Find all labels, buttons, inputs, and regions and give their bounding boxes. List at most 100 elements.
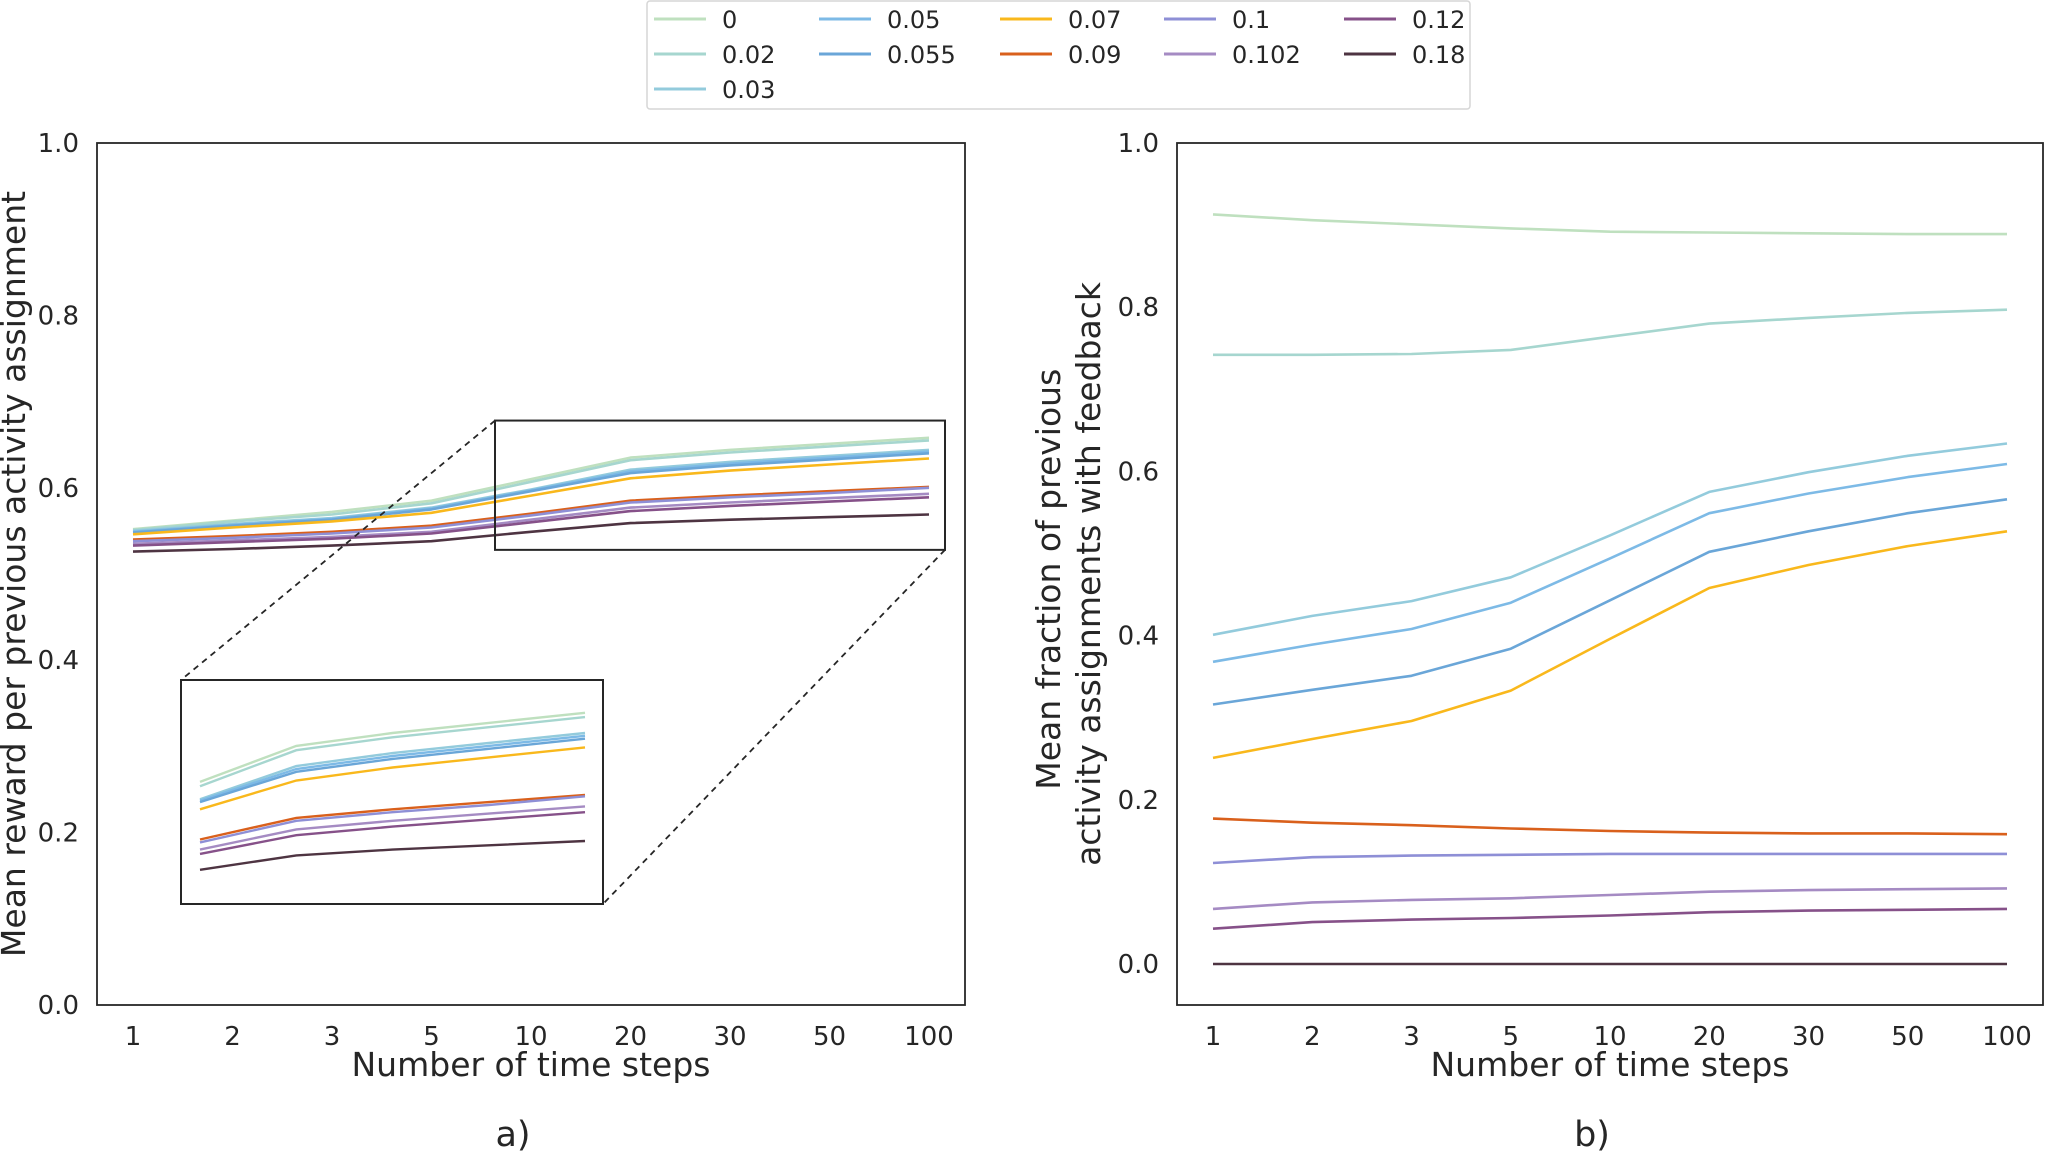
legend-label: 0.055 [887,41,956,69]
legend-frame [646,0,1471,110]
panel-b-y-axis-label: Mean fraction of previous activity assig… [1029,281,1108,866]
y-tick-label: 0.2 [38,819,79,849]
legend-entry: 0.02 [654,41,775,69]
panel-b-label: b) [1574,1115,1610,1155]
legend-entry: 0.18 [1344,41,1465,69]
legend-entry: 0.1 [1164,6,1270,34]
series-line-0-09 [132,485,930,541]
panel-a-label: a) [495,1115,530,1155]
series-line-0-055 [132,452,930,534]
legend-entry: 0.102 [1164,41,1301,69]
x-tick-label: 30 [713,1022,746,1052]
x-tick-label: 100 [904,1022,954,1052]
legend-entry: 0.09 [1000,41,1121,69]
y-tick-label: 1.0 [38,129,79,159]
series-line-0-09 [1212,817,2008,836]
legend-entry: 0.07 [1000,6,1121,34]
panel-a-y-tick-labels: 0.0 0.2 0.4 0.6 0.8 1.0 [38,129,79,1021]
panel-a-zoom-region [494,419,946,551]
series-line-0 [132,436,930,531]
legend-entry: 0 [654,6,737,34]
inset-series-line-0-09 [199,793,586,841]
x-tick-label: 20 [614,1022,647,1052]
inset-series-line-0 [199,711,586,784]
panel-b-axes-frame [1176,142,2044,1006]
legend-entry: 0.055 [819,41,956,69]
legend-label: 0.02 [722,41,775,69]
inset-series-line-0-07 [199,746,586,811]
series-line-0-1 [132,486,930,543]
series-line-0-03 [1212,442,2008,637]
panel-a-inset-lines [199,711,586,871]
panel-a-series-lines [132,436,930,553]
x-tick-label: 1 [125,1022,142,1052]
panel-b: 1 2 3 5 10 20 30 50 100 0.0 0.2 0.4 0.6 0.8 1.0 Numbe… [1029,129,2044,1155]
series-line-0-1 [1212,852,2007,865]
legend-label: 0 [722,6,737,34]
x-tick-label: 30 [1792,1022,1825,1052]
panel-b-y-axis-label-line-1: Mean fraction of previous [1029,369,1068,790]
series-line-0-07 [132,457,930,536]
inset-series-line-0-03 [199,731,586,801]
zoom-guide-line [180,419,496,681]
panel-a-zoom-guides [180,419,946,905]
series-line-0 [1212,213,2007,236]
legend-label: 0.09 [1068,41,1121,69]
inset-series-line-0-05 [199,734,586,802]
x-tick-label: 100 [1982,1022,2032,1052]
x-tick-label: 50 [813,1022,846,1052]
y-tick-label: 0.8 [38,301,79,331]
panel-a-x-tick-labels: 1 2 3 5 10 20 30 50 100 [125,1022,954,1052]
y-tick-label: 0.8 [1118,293,1159,323]
panel-b-y-tick-labels: 0.0 0.2 0.4 0.6 0.8 1.0 [1118,129,1159,980]
x-tick-label: 1 [1205,1022,1222,1052]
legend: 0 0.02 0.03 0.05 0.055 0.07 0.09 0.1 0.102 0.12 0.… [646,0,1471,110]
legend-label: 0.03 [722,76,775,104]
y-tick-label: 0.6 [1118,457,1159,487]
panel-a-y-axis-label: Mean reward per previous activity assign… [0,191,33,957]
series-line-0-07 [1212,530,2008,760]
x-tick-label: 5 [423,1022,440,1052]
panel-b-y-axis-label-line-2: activity assignments with feedback [1069,281,1108,866]
series-line-0-18 [132,513,930,553]
y-tick-label: 0.0 [38,991,79,1021]
inset-series-line-0-12 [199,811,586,856]
x-tick-label: 2 [1304,1022,1321,1052]
series-line-0-055 [1212,498,2008,706]
panel-b-series-lines [1212,213,2008,966]
panel-b-x-axis-label: Number of time steps [1431,1045,1790,1084]
legend-entry: 0.05 [819,6,940,34]
legend-label: 0.102 [1232,41,1301,69]
y-tick-label: 0.0 [1118,950,1159,980]
y-tick-label: 1.0 [1118,129,1159,159]
panel-a-x-axis-label: Number of time steps [352,1045,711,1084]
series-line-0-102 [1212,887,2008,911]
legend-label: 0.05 [887,6,940,34]
inset-series-line-0-1 [199,795,586,844]
legend-label: 0.07 [1068,6,1121,34]
inset-series-line-0-02 [199,715,586,788]
inset-series-line-0-18 [199,839,586,871]
zoom-guide-line [602,549,946,905]
series-line-0-12 [1212,907,2008,930]
x-tick-label: 3 [324,1022,341,1052]
legend-label: 0.12 [1412,6,1465,34]
y-tick-label: 0.4 [38,646,79,676]
panel-a: 1 2 3 5 10 20 30 50 100 0.0 0.2 0.4 0.6 0.8 1.0 Numbe… [0,129,966,1155]
legend-label: 0.18 [1412,41,1465,69]
x-tick-label: 10 [1593,1022,1626,1052]
series-line-0-02 [132,439,930,532]
legend-entry: 0.03 [654,76,775,104]
panel-a-inset-frame [180,679,604,905]
legend-entry: 0.12 [1344,6,1465,34]
legend-label: 0.1 [1232,6,1270,34]
inset-series-line-0-055 [199,737,586,804]
x-tick-label: 20 [1693,1022,1726,1052]
y-tick-label: 0.6 [38,474,79,504]
y-tick-label: 0.2 [1118,786,1159,816]
x-tick-label: 2 [224,1022,241,1052]
series-line-0-05 [1212,462,2008,664]
x-tick-label: 5 [1502,1022,1519,1052]
panel-b-x-tick-labels: 1 2 3 5 10 20 30 50 100 [1205,1022,2032,1052]
